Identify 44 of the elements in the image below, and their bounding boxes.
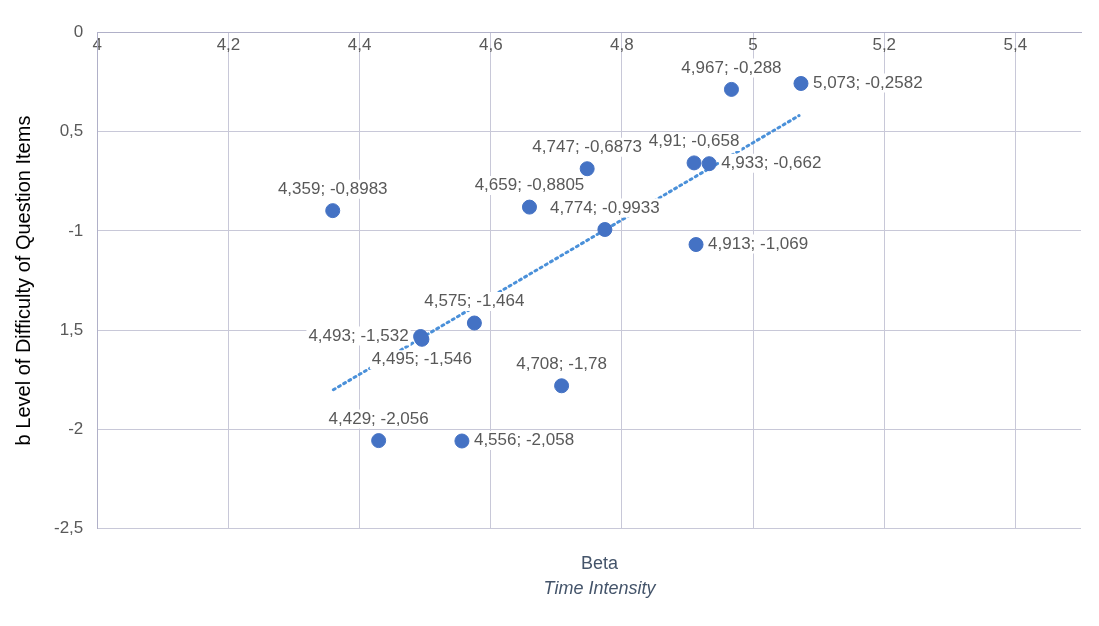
point: [688, 237, 704, 253]
point: [686, 155, 702, 171]
y-tick-label: 0,5: [59, 121, 84, 141]
point: [723, 81, 739, 97]
data-label: 4,967; -0,288: [681, 57, 782, 77]
point: [454, 433, 470, 449]
x-tick-label: 5: [748, 35, 758, 55]
data-label: 4,359; -0,8983: [277, 178, 388, 198]
point: [793, 75, 809, 91]
x-tick-label: 5,2: [872, 35, 897, 55]
data-label: 4,493; -1,532: [308, 325, 409, 345]
data-label: 4,708; -1,78: [516, 353, 607, 373]
point: [701, 156, 717, 172]
data-label: 4,495; -1,546: [371, 349, 473, 369]
x-tick-label: 4,6: [478, 35, 503, 55]
x-axis-title: Beta: [580, 553, 619, 574]
data-label: 4,774; -0,9933: [550, 197, 660, 217]
x-tick-label: 4,8: [610, 35, 634, 55]
y-tick-label: 1,5: [59, 319, 84, 339]
y-axis-title: b Level of Difficulty of Question Items: [11, 115, 34, 446]
x-tick-label: 4,4: [347, 35, 372, 55]
data-label: 4,429; -2,056: [328, 408, 429, 428]
y-tick-label: -2: [68, 419, 84, 439]
point: [371, 433, 387, 449]
data-label: 4,556; -2,058: [473, 430, 575, 450]
point: [579, 161, 595, 177]
point: [521, 199, 537, 215]
point: [466, 315, 482, 331]
data-label: 4,933; -0,662: [721, 152, 822, 172]
point: [554, 378, 570, 394]
data-label: 4,659; -0,8805: [474, 175, 585, 195]
y-tick-label: -2,5: [54, 518, 84, 538]
data-label: 4,747; -0,6873: [532, 136, 643, 156]
x-tick-label: 4,2: [216, 35, 241, 55]
data-label: 4,91; -0,658: [648, 131, 740, 151]
point: [597, 222, 613, 238]
y-tick-label: 0: [73, 21, 84, 41]
x-tick-label: 5,4: [1003, 35, 1028, 55]
point: [325, 203, 341, 219]
data-label: 5,073; -0,2582: [812, 72, 923, 92]
text: Time Intensity: [542, 578, 657, 599]
data-label: 4,913; -1,069: [708, 233, 809, 253]
y-tick-label: -1: [68, 220, 84, 240]
data-label: 4,575; -1,464: [424, 291, 525, 311]
